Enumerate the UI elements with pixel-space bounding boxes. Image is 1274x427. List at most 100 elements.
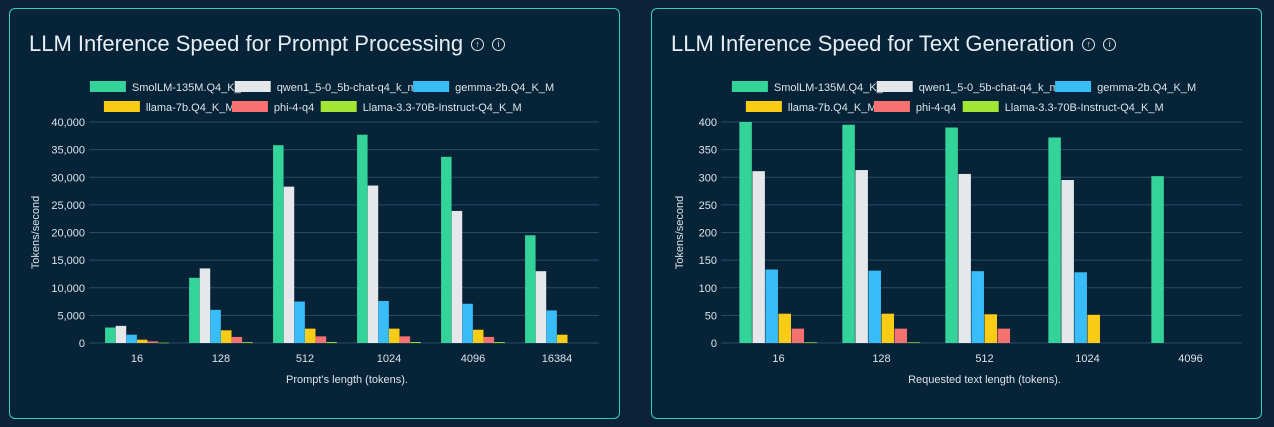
- y-tick-label: 40,000: [51, 117, 85, 129]
- legend-swatch: [89, 81, 126, 92]
- y-tick-label: 350: [699, 145, 717, 157]
- bar: [1048, 137, 1061, 343]
- x-tick-label: 4096: [1178, 353, 1202, 365]
- bar: [765, 269, 778, 343]
- bar: [326, 342, 337, 343]
- bar: [115, 325, 127, 343]
- y-tick-label: 150: [699, 255, 717, 267]
- bar: [410, 342, 421, 343]
- legend-swatch: [231, 101, 268, 112]
- bar: [868, 270, 881, 343]
- bar: [189, 277, 200, 343]
- bar: [126, 334, 137, 343]
- bar: [1151, 176, 1164, 343]
- x-tick-label: 16384: [542, 353, 573, 365]
- legend-swatch: [962, 101, 999, 112]
- legend: SmolLM-135M.Q4_K_M qwen1_5-0_5b-chat-q4_k…: [731, 81, 1196, 114]
- bar: [231, 336, 243, 343]
- legend-label: phi-4-q4: [916, 102, 956, 114]
- bar: [378, 301, 389, 343]
- bar: [739, 122, 752, 343]
- bar: [546, 310, 557, 343]
- x-tick-label: 4096: [461, 353, 485, 365]
- info-icon[interactable]: i: [492, 37, 506, 51]
- legend-swatch: [876, 81, 913, 92]
- y-tick-label: 250: [699, 200, 717, 212]
- bar: [273, 145, 284, 343]
- bar: [199, 268, 211, 343]
- y-tick-label: 0: [79, 338, 85, 350]
- legend-swatch: [745, 101, 782, 112]
- y-tick-label: 100: [699, 283, 717, 295]
- bar-chart-prompt-processing: SmolLM-135M.Q4_K_M qwen1_5-0_5b-chat-q4_k…: [30, 81, 599, 386]
- bar: [399, 336, 411, 343]
- y-tick-label: 5,000: [57, 310, 85, 322]
- bar: [842, 124, 855, 343]
- x-tick-label: 16: [772, 353, 784, 365]
- legend-label: qwen1_5-0_5b-chat-q4_k_m: [277, 82, 417, 94]
- legend-swatch: [1055, 81, 1092, 92]
- y-tick-label: 200: [699, 228, 717, 240]
- bar: [1087, 314, 1100, 343]
- legend-label: phi-4-q4: [274, 102, 314, 114]
- chart-title: LLM Inference Speed for Prompt Processin…: [29, 31, 506, 57]
- legend-swatch: [234, 81, 271, 92]
- legend-swatch: [731, 81, 768, 92]
- y-tick-label: 300: [699, 172, 717, 184]
- bar: [855, 170, 868, 343]
- legend-label: llama-7b.Q4_K_M: [146, 102, 235, 114]
- legend-label: Llama-3.3-70B-Instruct-Q4_K_M: [1005, 102, 1164, 114]
- bar: [451, 210, 463, 343]
- bar: [997, 328, 1011, 343]
- bar: [357, 134, 368, 343]
- bar: [137, 339, 148, 343]
- bar: [894, 328, 908, 343]
- arrow-up-circle-icon[interactable]: ↑: [1082, 37, 1096, 51]
- bar: [367, 185, 379, 343]
- legend-label: qwen1_5-0_5b-chat-q4_k_m: [919, 82, 1059, 94]
- bar: [389, 328, 400, 343]
- bar: [535, 271, 547, 343]
- bar: [221, 330, 232, 343]
- y-axis-label: Tokens/second: [674, 196, 686, 269]
- bar: [791, 328, 805, 343]
- bar: [881, 313, 894, 343]
- y-tick-label: 50: [705, 310, 717, 322]
- y-tick-label: 10,000: [51, 283, 85, 295]
- chart-title-text: LLM Inference Speed for Text Generation: [671, 31, 1075, 56]
- x-tick-label: 1024: [1075, 353, 1099, 365]
- bar: [242, 342, 253, 343]
- y-tick-label: 400: [699, 117, 717, 129]
- y-tick-label: 25,000: [51, 200, 85, 212]
- chart-card-text-generation: LLM Inference Speed for Text Generation …: [651, 8, 1262, 419]
- legend-swatch: [413, 81, 450, 92]
- arrow-up-circle-icon[interactable]: ↑: [471, 37, 485, 51]
- bar: [907, 342, 921, 343]
- bar: [441, 156, 452, 343]
- x-axis-label: Requested text length (tokens).: [908, 374, 1061, 386]
- bar: [210, 309, 221, 343]
- x-tick-label: 128: [212, 353, 230, 365]
- legend-label: Llama-3.3-70B-Instruct-Q4_K_M: [363, 102, 522, 114]
- bar: [315, 336, 327, 343]
- bar: [283, 186, 295, 343]
- x-axis-label: Prompt's length (tokens).: [286, 374, 408, 386]
- legend-label: gemma-2b.Q4_K_M: [1097, 82, 1196, 94]
- legend-swatch: [873, 101, 910, 112]
- bar: [958, 173, 971, 343]
- bar: [294, 301, 305, 343]
- y-tick-label: 35,000: [51, 145, 85, 157]
- bar: [525, 235, 536, 343]
- y-tick-label: 20,000: [51, 228, 85, 240]
- legend-swatch: [320, 101, 357, 112]
- bar: [984, 314, 997, 343]
- x-tick-label: 128: [872, 353, 890, 365]
- bar: [752, 171, 765, 343]
- bar: [557, 334, 568, 343]
- y-axis-label: Tokens/second: [30, 196, 42, 269]
- x-tick-label: 512: [975, 353, 993, 365]
- info-icon[interactable]: i: [1103, 37, 1117, 51]
- x-tick-label: 512: [296, 353, 314, 365]
- y-tick-label: 30,000: [51, 172, 85, 184]
- y-tick-label: 0: [711, 338, 717, 350]
